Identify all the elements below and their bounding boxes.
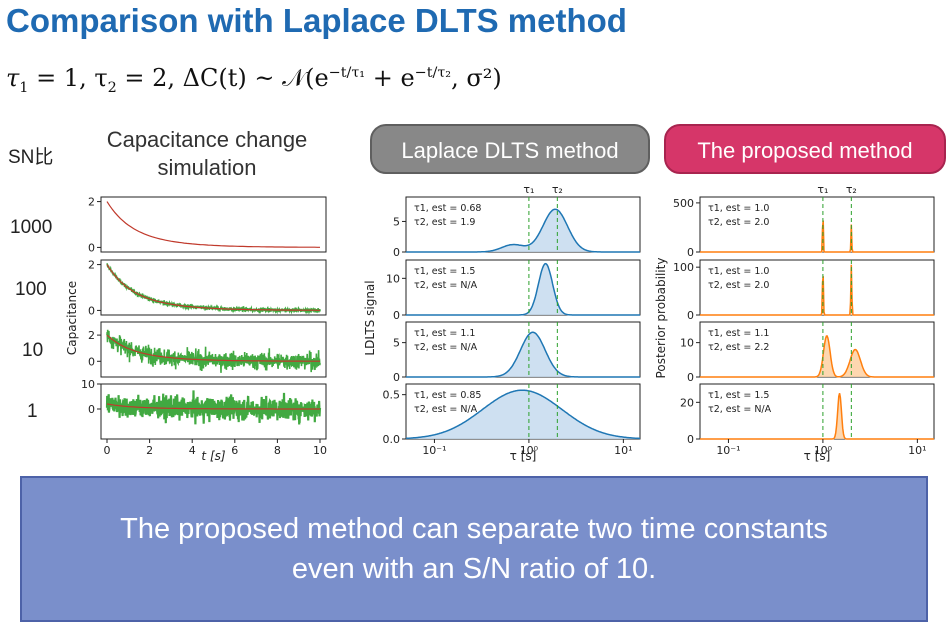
laplace-tau2-estimate: τ2, est = N/A	[414, 404, 478, 415]
proposed-tau1-estimate: τ1, est = 1.1	[708, 328, 769, 339]
sim-true-decay-line	[106, 201, 320, 248]
laplace-method-label: Laplace DLTS method	[370, 124, 650, 174]
proposed-tau1-estimate: τ1, est = 1.0	[708, 203, 769, 214]
sim-y-axis-label: Capacitance	[65, 281, 79, 355]
sim-y-tick-label: 2	[88, 196, 95, 209]
sim-y-tick-label: 0	[88, 403, 95, 416]
proposed-x-tick-label: 10¹	[908, 444, 926, 457]
laplace-area-fill	[406, 332, 640, 377]
proposed-method-label: The proposed method	[664, 124, 946, 174]
sim-y-tick-label: 0	[88, 355, 95, 368]
sim-x-tick-label: 10	[313, 444, 327, 457]
simulation-column-title: Capacitance change simulation	[106, 127, 308, 180]
proposed-x-tick-label: 10⁰	[814, 444, 833, 457]
sim-true-decay-line	[106, 403, 320, 410]
sn-label-10: 10	[22, 340, 44, 361]
laplace-tau2-estimate: τ2, est = N/A	[414, 280, 478, 291]
laplace-y-tick-label: 0	[393, 309, 400, 322]
sim-noisy-trace	[105, 390, 322, 425]
proposed-curve	[700, 393, 934, 440]
true-tau-marker-label: τ₁	[523, 183, 534, 196]
conclusion-line-2: even with an S/N ratio of 10.	[291, 553, 657, 585]
sim-true-decay-line	[106, 334, 320, 362]
page-title: Comparison with Laplace DLTS method	[6, 2, 627, 39]
proposed-plot-frame	[699, 259, 935, 316]
sim-x-tick-label: 4	[189, 444, 196, 457]
laplace-y-tick-label: 0.5	[383, 389, 401, 402]
sim-true-decay-line	[106, 264, 320, 311]
laplace-y-tick-label: 5	[393, 215, 400, 228]
proposed-x-axis-label: τ [s]	[804, 449, 831, 463]
proposed-y-tick-label: 0	[687, 309, 694, 322]
proposed-tau2-estimate: τ2, est = 2.2	[708, 342, 769, 353]
proposed-tau2-estimate: τ2, est = N/A	[708, 404, 772, 415]
laplace-tau1-estimate: τ1, est = 0.85	[414, 390, 481, 401]
proposed-plot-frame	[699, 383, 935, 440]
laplace-y-tick-label: 0	[393, 371, 400, 384]
sim-plot-frame	[100, 196, 327, 253]
sim-y-tick-label: 2	[88, 259, 95, 272]
sn-label-100: 100	[15, 279, 47, 300]
laplace-plot-frame	[405, 259, 641, 316]
proposed-y-tick-label: 500	[673, 197, 694, 210]
sn-label-1000: 1000	[10, 217, 53, 238]
sim-x-tick-label: 0	[104, 444, 111, 457]
laplace-tau1-estimate: τ1, est = 1.5	[414, 266, 475, 277]
proposed-y-tick-label: 100	[673, 261, 694, 274]
proposed-plot-frame	[699, 321, 935, 378]
model-formula: τ1 = 1, τ2 = 2, ΔC(t) ~ 𝒩(e−t/τ₁ + e−t/τ…	[6, 64, 502, 96]
laplace-y-tick-label: 10	[386, 272, 400, 285]
laplace-curve	[406, 389, 640, 440]
sn-label-1: 1	[27, 401, 38, 422]
true-tau-marker-label: τ₂	[552, 183, 563, 196]
laplace-x-axis-label: τ [s]	[510, 449, 537, 463]
proposed-plot-frame	[699, 196, 935, 253]
proposed-y-tick-label: 10	[680, 337, 694, 350]
conclusion-box: The proposed method can separate two tim…	[20, 476, 928, 622]
laplace-y-axis-label: LDLTS signal	[363, 280, 377, 355]
proposed-x-tick-label: 10⁻¹	[716, 444, 740, 457]
proposed-tau2-estimate: τ2, est = 2.0	[708, 217, 769, 228]
proposed-y-tick-label: 0	[687, 433, 694, 446]
laplace-tau1-estimate: τ1, est = 1.1	[414, 328, 475, 339]
sim-y-tick-label: 10	[81, 378, 95, 391]
laplace-tau1-estimate: τ1, est = 0.68	[414, 203, 481, 214]
laplace-curve	[406, 331, 640, 378]
sim-plot-frame	[100, 259, 327, 316]
laplace-curve	[406, 262, 640, 316]
laplace-y-tick-label: 0.0	[383, 433, 401, 446]
laplace-tau2-estimate: τ2, est = 1.9	[414, 217, 475, 228]
sim-y-tick-label: 0	[88, 304, 95, 317]
sim-x-axis-label: t [s]	[201, 449, 225, 463]
laplace-y-tick-label: 0	[393, 246, 400, 259]
sim-x-tick-label: 6	[231, 444, 238, 457]
proposed-y-tick-label: 0	[687, 246, 694, 259]
sim-x-tick-label: 2	[146, 444, 153, 457]
proposed-y-axis-label: Posterior probability	[654, 258, 668, 379]
laplace-area-fill	[406, 390, 640, 439]
sn-ratio-header: SN比	[8, 147, 54, 168]
laplace-tau2-estimate: τ2, est = N/A	[414, 342, 478, 353]
laplace-curve	[406, 208, 640, 253]
laplace-x-tick-label: 10¹	[614, 444, 632, 457]
proposed-y-tick-label: 20	[680, 396, 694, 409]
proposed-y-tick-label: 0	[687, 371, 694, 384]
sim-y-tick-label: 2	[88, 329, 95, 342]
sim-y-tick-label: 0	[88, 241, 95, 254]
proposed-curve	[700, 264, 934, 316]
true-tau-marker-label: τ₁	[817, 183, 828, 196]
proposed-tau1-estimate: τ1, est = 1.5	[708, 390, 769, 401]
proposed-tau1-estimate: τ1, est = 1.0	[708, 266, 769, 277]
laplace-plot-frame	[405, 196, 641, 253]
proposed-curve	[700, 335, 934, 378]
laplace-y-tick-label: 5	[393, 337, 400, 350]
laplace-x-tick-label: 10⁰	[520, 444, 539, 457]
sim-x-tick-label: 8	[274, 444, 281, 457]
true-tau-marker-label: τ₂	[846, 183, 857, 196]
conclusion-line-1: The proposed method can separate two tim…	[120, 513, 828, 545]
proposed-tau2-estimate: τ2, est = 2.0	[708, 280, 769, 291]
proposed-curve	[700, 220, 934, 253]
laplace-x-tick-label: 10⁻¹	[422, 444, 446, 457]
